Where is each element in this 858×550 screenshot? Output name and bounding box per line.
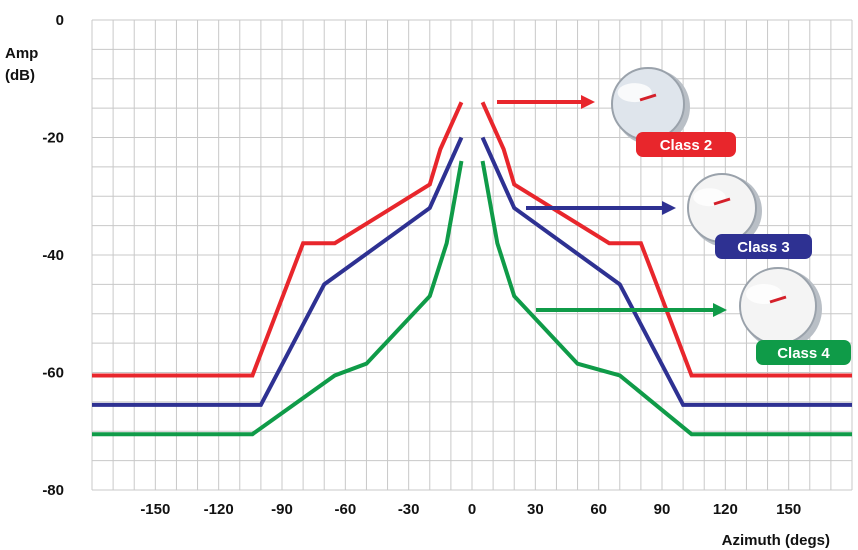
dish-highlight (617, 83, 652, 103)
arrow-head-icon (581, 95, 595, 109)
dish-face (687, 173, 757, 243)
y-axis-title-line2: (dB) (5, 67, 35, 84)
x-tick-label: 60 (590, 501, 607, 518)
x-tick-label: 0 (468, 501, 476, 518)
dish-feed (639, 93, 657, 102)
series-callouts: Class 2 Class 3 Class 4 (497, 67, 851, 365)
x-tick-label: 90 (654, 501, 671, 518)
dish-antenna-icon (687, 173, 762, 247)
class-label: Class 4 (777, 345, 830, 362)
dish-face (611, 67, 685, 141)
x-tick-label: 150 (776, 501, 801, 518)
class-label-background (715, 234, 812, 259)
dish-feed (713, 197, 731, 206)
y-tick-label: -40 (42, 247, 64, 264)
y-axis-title-line1: Amp (5, 45, 38, 62)
class-label: Class 3 (737, 239, 790, 256)
dish-antenna-icon (611, 67, 690, 145)
class-label-background (756, 340, 851, 365)
x-tick-label: 30 (527, 501, 544, 518)
arrow-head-icon (662, 201, 676, 215)
arrow-head-icon (713, 303, 727, 317)
dish-feed (769, 295, 787, 304)
y-tick-label: -80 (42, 482, 64, 499)
series-line-1-left (92, 101, 464, 378)
y-tick-label: -60 (42, 365, 64, 382)
callout-2: Class 3 (526, 173, 812, 259)
x-tick-label: -90 (271, 501, 293, 518)
y-tick-label: 0 (56, 12, 64, 29)
x-tick-label: -120 (204, 501, 234, 518)
dish-highlight (693, 188, 726, 207)
series-line-3-left (92, 160, 464, 437)
series-line-2-left (92, 136, 464, 407)
x-axis-ticks: -150 -120 -90 -60 -30 0 30 60 90 120 150 (140, 501, 801, 518)
x-tick-label: -60 (334, 501, 356, 518)
x-tick-label: -30 (398, 501, 420, 518)
x-axis-title: Azimuth (degs) (722, 532, 830, 549)
dish-antenna-icon (739, 267, 822, 349)
series-line-3-right (480, 160, 852, 437)
y-axis-ticks: 0 -20 -40 -60 -80 (42, 12, 64, 499)
callout-3: Class 4 (536, 267, 851, 365)
class-label-background (636, 132, 736, 157)
dish-highlight (746, 284, 782, 304)
x-tick-label: -150 (140, 501, 170, 518)
x-tick-label: 120 (713, 501, 738, 518)
series-lines (92, 101, 852, 437)
series-line-2-right (480, 136, 852, 407)
y-tick-label: -20 (42, 130, 64, 147)
dish-face (739, 267, 817, 345)
callout-1: Class 2 (497, 67, 736, 157)
class-label: Class 2 (660, 137, 713, 154)
series-line-1-right (480, 101, 852, 378)
